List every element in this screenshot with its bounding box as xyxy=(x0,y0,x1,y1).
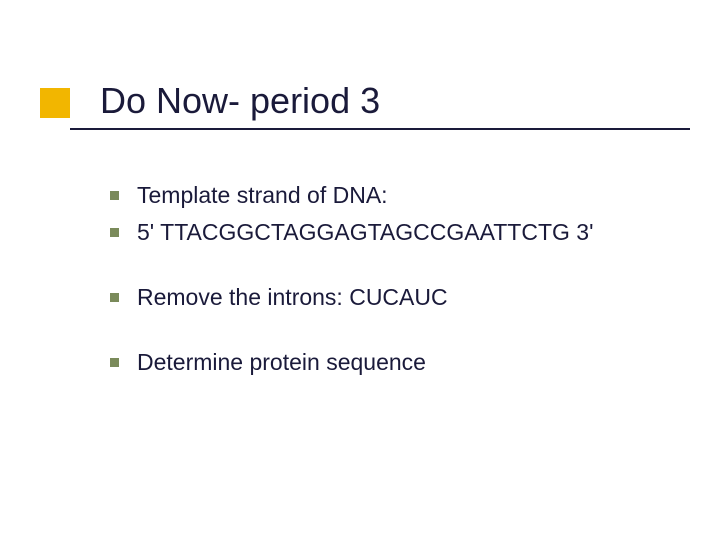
content-area: Template strand of DNA: 5' TTACGGCTAGGAG… xyxy=(110,180,680,412)
bullet-line: 5' TTACGGCTAGGAGTAGCCGAATTCTG 3' xyxy=(110,217,680,248)
bullet-text: Determine protein sequence xyxy=(137,347,426,378)
bullet-line: Determine protein sequence xyxy=(110,347,680,378)
bullet-icon xyxy=(110,293,119,302)
bullet-text: Template strand of DNA: xyxy=(137,180,388,211)
slide-title: Do Now- period 3 xyxy=(100,80,380,122)
bullet-line: Template strand of DNA: xyxy=(110,180,680,211)
bullet-icon xyxy=(110,358,119,367)
bullet-icon xyxy=(110,191,119,200)
bullet-text: Remove the introns: CUCAUC xyxy=(137,282,448,313)
bullet-group-3: Determine protein sequence xyxy=(110,347,680,378)
bullet-group-1: Template strand of DNA: 5' TTACGGCTAGGAG… xyxy=(110,180,680,248)
accent-box xyxy=(40,88,70,118)
bullet-group-2: Remove the introns: CUCAUC xyxy=(110,282,680,313)
title-underline xyxy=(70,128,690,130)
bullet-line: Remove the introns: CUCAUC xyxy=(110,282,680,313)
bullet-text: 5' TTACGGCTAGGAGTAGCCGAATTCTG 3' xyxy=(137,217,593,248)
bullet-icon xyxy=(110,228,119,237)
